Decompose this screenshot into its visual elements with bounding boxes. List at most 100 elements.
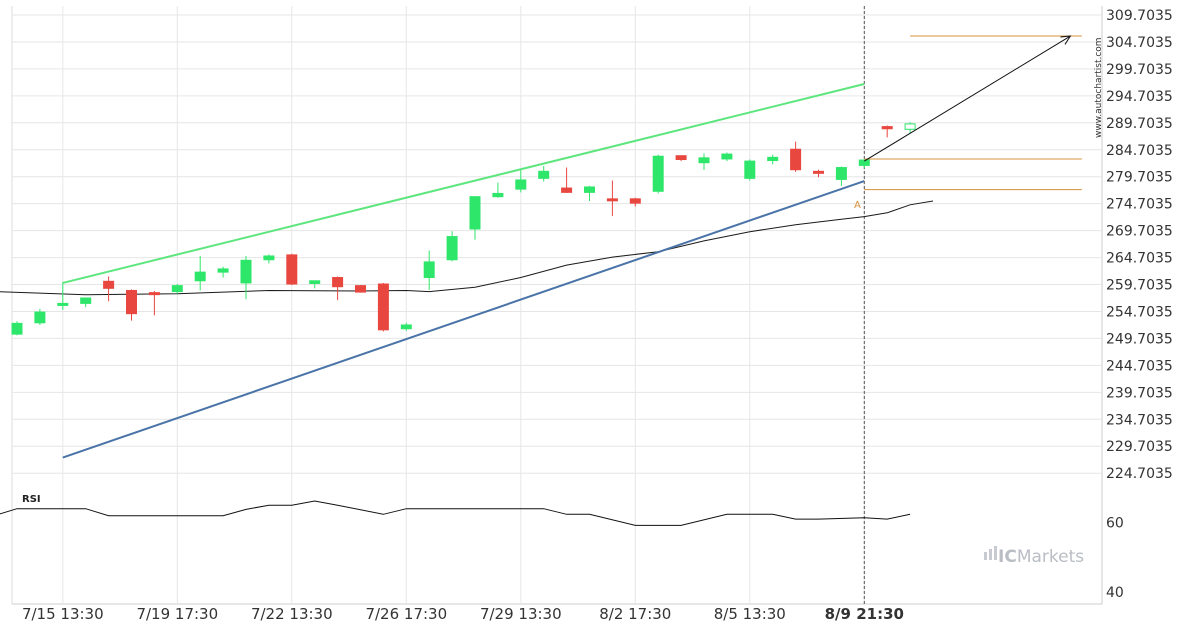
candle (377, 282, 389, 332)
chart-pattern-overlay: A (62, 35, 1082, 459)
forecast-arrow (864, 35, 1071, 162)
candle (217, 266, 229, 278)
candle (790, 141, 802, 172)
candle (858, 159, 870, 169)
y-tick-label: 249.7035 (1106, 331, 1173, 347)
candle-body (148, 292, 160, 296)
candle (80, 297, 92, 308)
candle-body (57, 302, 69, 306)
candle-body (561, 187, 573, 193)
icmarkets-logo: ICMarkets (984, 546, 1084, 567)
candle (652, 154, 664, 194)
candle-body (835, 167, 847, 180)
candle (126, 289, 137, 321)
candle-body (881, 126, 893, 130)
x-tick-label: 7/26 17:30 (365, 605, 447, 623)
candle-body (446, 236, 458, 261)
y-tick-label: 274.7035 (1106, 197, 1173, 213)
candle (355, 285, 366, 293)
candle (538, 165, 550, 182)
candlestick-series (11, 122, 916, 336)
y-tick-label: 254.7035 (1106, 304, 1173, 320)
pattern-marker-a: A (854, 200, 861, 211)
y-tick-label: 269.7035 (1106, 224, 1173, 240)
y-tick-label: 229.7035 (1106, 439, 1173, 455)
candle-body (400, 324, 412, 330)
y-tick-label: 264.7035 (1106, 251, 1173, 267)
y-tick-label: 234.7035 (1106, 412, 1173, 428)
candle (34, 308, 46, 325)
brand-suffix: Markets (1017, 547, 1084, 567)
autochartist-watermark: www.autochartist.com (1094, 37, 1104, 138)
support-line (62, 180, 865, 459)
candle-body (171, 285, 183, 293)
forecast-arrow-head (1060, 35, 1072, 45)
candle (721, 152, 733, 162)
y-tick-label: 239.7035 (1106, 385, 1173, 401)
candle (584, 185, 595, 201)
grid-lines (12, 6, 1102, 604)
x-tick-label: 7/22 13:30 (251, 605, 333, 623)
y-tick-label: 289.7035 (1106, 116, 1173, 132)
candle (835, 166, 847, 186)
candle (492, 182, 504, 198)
candle-body (767, 156, 779, 162)
candle-body (11, 322, 23, 335)
rsi-tick-label: 40 (1106, 585, 1124, 601)
rsi-indicator (0, 500, 911, 526)
candle-body (355, 285, 366, 293)
candle (171, 284, 183, 294)
candle (744, 159, 756, 181)
candle (423, 250, 435, 290)
candle (561, 167, 573, 193)
candle-body (813, 170, 824, 174)
candle-body (80, 297, 92, 304)
rsi-line (0, 500, 911, 526)
candle-body (377, 283, 389, 331)
candle (332, 276, 344, 301)
candle-body (469, 196, 481, 230)
y-tick-label: 299.7035 (1106, 62, 1173, 78)
candle (240, 255, 252, 300)
candle-body (721, 153, 733, 160)
candle-body (584, 186, 595, 193)
candle (606, 180, 618, 217)
candle (263, 254, 275, 264)
x-tick-label: 8/9 21:30 (825, 605, 904, 623)
candle (698, 153, 710, 170)
y-tick-label: 259.7035 (1106, 278, 1173, 294)
moving-average-line (0, 200, 934, 296)
candle (881, 125, 893, 138)
candle-body (217, 268, 229, 273)
svg-text:ICMarkets: ICMarkets (998, 547, 1084, 567)
candle-body (538, 170, 550, 179)
candle (400, 322, 412, 331)
candle-body (103, 280, 115, 289)
x-tick-label: 8/2 17:30 (599, 605, 671, 623)
candle-body (263, 255, 275, 261)
rsi-tick-label: 60 (1106, 516, 1124, 532)
candle (103, 276, 115, 302)
candle-body (675, 155, 687, 160)
x-tick-label: 7/19 17:30 (136, 605, 218, 623)
rsi-label: RSI (22, 494, 41, 505)
candle-body (34, 311, 46, 324)
candle-body (629, 198, 641, 204)
candle-body (126, 289, 137, 315)
brand-prefix: IC (998, 547, 1017, 567)
candle (309, 280, 321, 289)
candle-body (240, 259, 252, 284)
candle-body (423, 261, 435, 279)
y-tick-label: 304.7035 (1106, 35, 1173, 51)
rsi-axis-labels: 60 40 (1106, 516, 1124, 602)
candle-body (194, 271, 206, 282)
resistance-line (62, 83, 865, 284)
candle-body (309, 280, 321, 284)
candle (515, 169, 527, 193)
x-tick-label: 8/5 13:30 (714, 605, 786, 623)
candle (446, 231, 458, 262)
candle (813, 169, 824, 178)
candle-body (332, 277, 344, 288)
